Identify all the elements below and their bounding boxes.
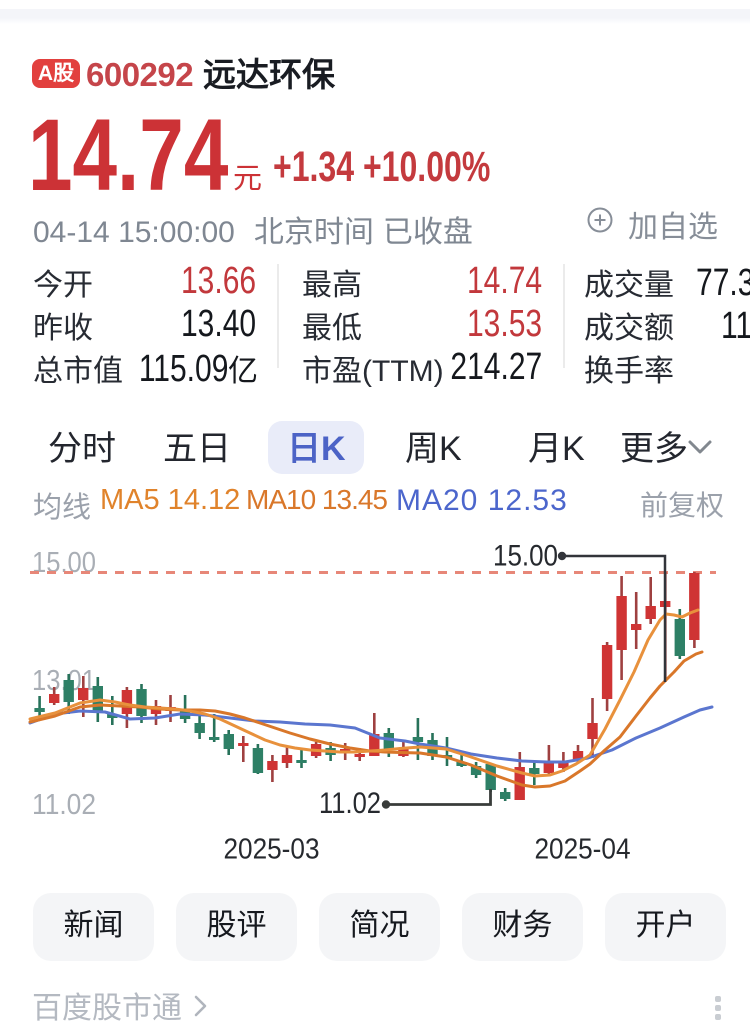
svg-text:15.00: 15.00 [493,540,558,573]
svg-text:11.02: 11.02 [319,787,381,820]
svg-text:2025-03: 2025-03 [224,834,320,866]
svg-text:2025-04: 2025-04 [535,834,631,866]
svg-text:11.02: 11.02 [32,789,96,821]
svg-text:15.00: 15.00 [32,547,96,579]
